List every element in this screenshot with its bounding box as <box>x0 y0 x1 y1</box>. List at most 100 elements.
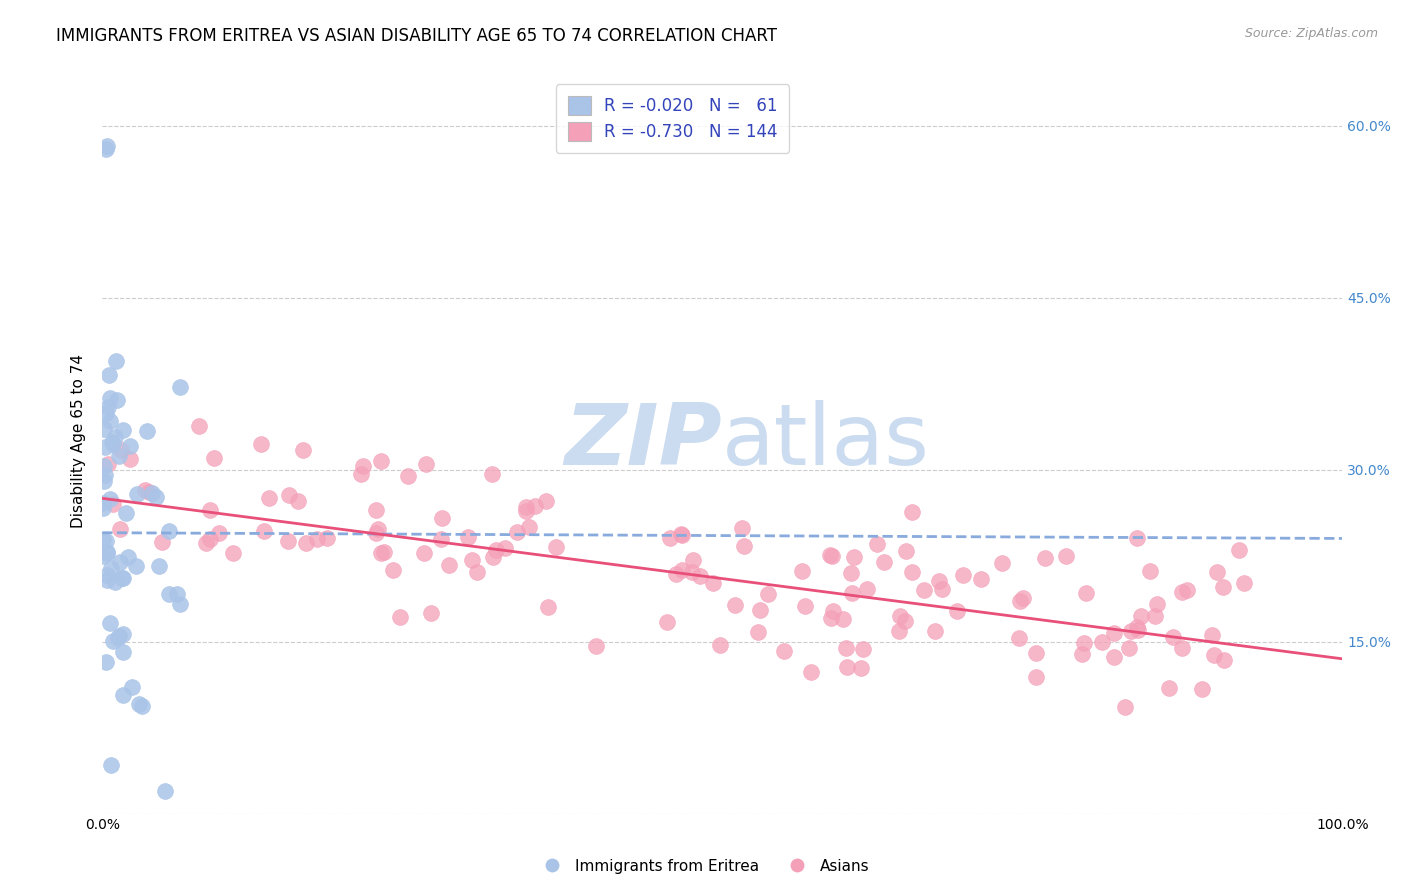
Point <box>889 608 911 623</box>
Point <box>277 488 299 502</box>
Point <box>536 494 558 508</box>
Point <box>107 392 129 407</box>
Point <box>107 449 129 463</box>
Point <box>1073 636 1095 650</box>
Point <box>396 468 419 483</box>
Point <box>1171 584 1194 599</box>
Point <box>91 549 114 564</box>
Point <box>98 616 121 631</box>
Point <box>709 638 731 652</box>
Point <box>866 537 889 551</box>
Point <box>148 558 170 573</box>
Point <box>689 569 711 583</box>
Point <box>96 400 118 414</box>
Point <box>1025 646 1047 660</box>
Point <box>195 535 218 549</box>
Text: ZIP: ZIP <box>565 400 723 483</box>
Point <box>849 661 872 675</box>
Point <box>101 437 124 451</box>
Point <box>367 522 389 536</box>
Point <box>461 552 484 566</box>
Point <box>894 544 917 558</box>
Point <box>93 474 115 488</box>
Point <box>756 587 779 601</box>
Point <box>94 655 117 669</box>
Point <box>430 532 453 546</box>
Point <box>94 534 117 549</box>
Point <box>952 567 974 582</box>
Point <box>373 545 395 559</box>
Point <box>101 434 124 449</box>
Point <box>1191 681 1213 696</box>
Point <box>1102 649 1125 664</box>
Point <box>515 500 537 514</box>
Point <box>1175 583 1198 598</box>
Point <box>316 532 339 546</box>
Point <box>506 525 529 540</box>
Point <box>1212 580 1234 594</box>
Point <box>872 555 894 569</box>
Point <box>724 598 747 612</box>
Point <box>800 665 823 679</box>
Point <box>131 698 153 713</box>
Point <box>120 452 142 467</box>
Point <box>222 546 245 560</box>
Point <box>831 612 853 626</box>
Point <box>482 550 505 565</box>
Point <box>894 615 917 629</box>
Point <box>91 496 114 510</box>
Point <box>366 526 388 541</box>
Point <box>145 490 167 504</box>
Point <box>93 422 115 436</box>
Point <box>671 528 693 542</box>
Point <box>494 541 516 555</box>
Point <box>1126 531 1149 545</box>
Point <box>1129 609 1152 624</box>
Point <box>544 540 567 554</box>
Point <box>124 559 146 574</box>
Point <box>169 380 191 394</box>
Point <box>1206 565 1229 579</box>
Point <box>1161 630 1184 644</box>
Point <box>1227 542 1250 557</box>
Point <box>364 503 387 517</box>
Point <box>98 391 121 405</box>
Point <box>1201 628 1223 642</box>
Point <box>481 467 503 482</box>
Point <box>931 582 953 597</box>
Point <box>169 597 191 611</box>
Point <box>1070 647 1092 661</box>
Point <box>1091 634 1114 648</box>
Point <box>437 558 460 572</box>
Point <box>108 629 131 643</box>
Point <box>388 610 411 624</box>
Point <box>901 566 924 580</box>
Point <box>103 633 125 648</box>
Point <box>370 453 392 467</box>
Point <box>157 587 180 601</box>
Point <box>292 443 315 458</box>
Point <box>277 533 299 548</box>
Point <box>912 583 935 598</box>
Point <box>1008 631 1031 645</box>
Point <box>112 689 135 703</box>
Point <box>430 510 453 524</box>
Point <box>96 546 118 560</box>
Point <box>1008 594 1031 608</box>
Point <box>97 457 120 471</box>
Point <box>202 451 225 466</box>
Point <box>733 540 755 554</box>
Point <box>125 487 148 501</box>
Point <box>515 504 537 518</box>
Point <box>1011 591 1033 606</box>
Point <box>118 439 141 453</box>
Point <box>1213 653 1236 667</box>
Point <box>96 567 118 582</box>
Point <box>1033 551 1056 566</box>
Point <box>136 424 159 438</box>
Point <box>900 505 922 519</box>
Point <box>1114 699 1136 714</box>
Point <box>96 573 118 587</box>
Point <box>100 757 122 772</box>
Point <box>1118 641 1140 656</box>
